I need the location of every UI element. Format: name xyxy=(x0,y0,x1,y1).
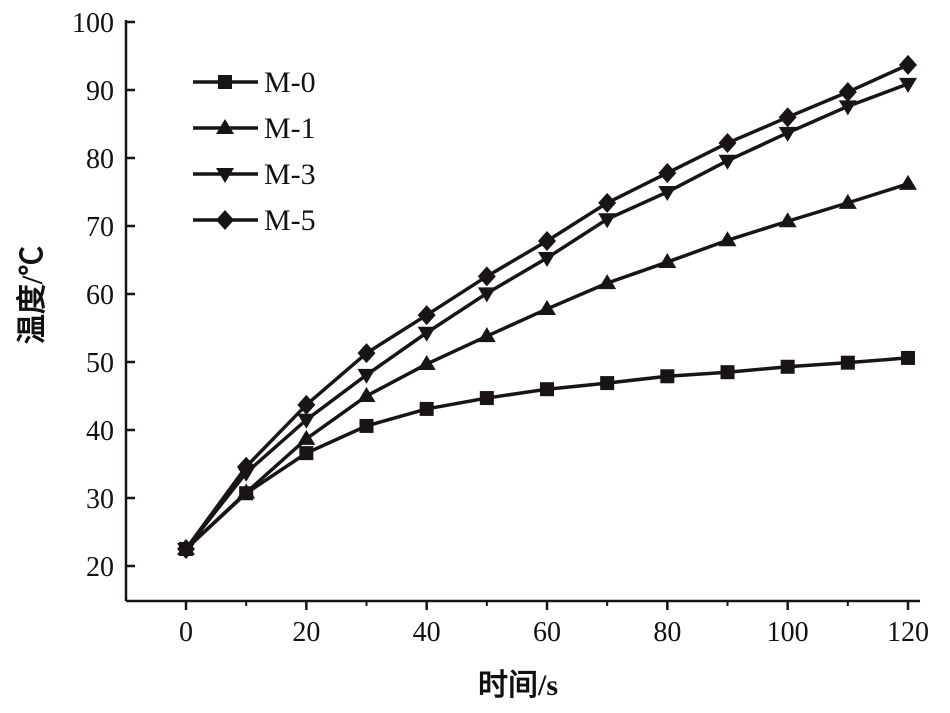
triangle-up-marker xyxy=(899,174,917,190)
triangle-up-marker xyxy=(778,212,797,228)
legend-item: M-5 xyxy=(193,204,316,237)
diamond-marker xyxy=(477,266,496,287)
legend-label: M-5 xyxy=(264,204,316,237)
series-group xyxy=(177,54,917,559)
x-tick-label: 120 xyxy=(887,617,929,648)
triangle-up-marker xyxy=(838,193,857,209)
diamond-marker xyxy=(598,192,617,213)
y-tick-label: 90 xyxy=(86,76,114,107)
legend-item: M-0 xyxy=(193,66,316,99)
series-M-5 xyxy=(177,54,917,559)
triangle-up-marker xyxy=(477,327,496,343)
triangle-down-marker xyxy=(216,168,234,183)
triangle-down-marker xyxy=(598,213,617,229)
triangle-down-marker xyxy=(899,77,917,93)
triangle-up-marker xyxy=(417,355,436,371)
triangle-down-marker xyxy=(297,413,316,429)
square-marker xyxy=(901,350,915,365)
triangle-up-marker xyxy=(538,299,556,315)
diamond-marker xyxy=(357,343,376,364)
y-tick-label: 50 xyxy=(86,348,114,379)
series-M-3 xyxy=(177,77,917,558)
triangle-down-marker xyxy=(357,368,376,384)
diamond-marker xyxy=(417,305,436,326)
square-marker xyxy=(218,75,232,89)
square-marker xyxy=(660,369,675,384)
y-axis-label: 温度/℃ xyxy=(16,246,49,344)
legend-label: M-0 xyxy=(264,66,316,99)
diamond-marker xyxy=(237,456,256,477)
y-tick-label: 30 xyxy=(86,484,114,515)
axes: 0 20 40 60 80 100 120 20 30 40 50 60 70 80 90 100 xyxy=(72,8,929,648)
diamond-marker xyxy=(297,394,316,415)
series-line xyxy=(184,82,909,551)
triangle-up-marker xyxy=(357,387,376,402)
square-marker xyxy=(419,401,434,416)
x-tick-label: 80 xyxy=(653,617,681,648)
x-tick-label: 20 xyxy=(292,617,320,648)
legend-label: M-3 xyxy=(264,158,316,191)
diamond-marker xyxy=(216,210,234,230)
square-marker xyxy=(600,376,615,391)
legend-item: M-1 xyxy=(193,112,316,145)
triangle-up-marker xyxy=(237,483,256,499)
x-tick-label: 100 xyxy=(767,617,809,648)
square-marker xyxy=(479,391,494,406)
y-tick-label: 60 xyxy=(86,280,114,311)
triangle-up-marker xyxy=(718,231,737,247)
y-tick-label: 100 xyxy=(72,8,114,39)
triangle-up-marker xyxy=(598,274,617,290)
triangle-down-marker xyxy=(838,100,857,116)
x-axis-label: 时间/s xyxy=(478,669,558,702)
triangle-down-marker xyxy=(417,326,436,342)
diamond-marker xyxy=(718,133,737,154)
square-marker xyxy=(780,359,795,374)
triangle-down-marker xyxy=(477,287,496,303)
diamond-marker xyxy=(778,107,797,128)
triangle-up-marker xyxy=(297,429,316,445)
triangle-up-marker xyxy=(658,253,677,269)
y-tick-label: 80 xyxy=(86,144,114,175)
x-tick-label: 60 xyxy=(533,617,561,648)
diamond-marker xyxy=(838,82,857,103)
triangle-down-marker xyxy=(658,186,677,201)
x-tick-label: 0 xyxy=(179,617,193,648)
square-marker xyxy=(540,382,554,397)
y-tick-label: 40 xyxy=(86,416,114,447)
square-marker xyxy=(359,418,374,433)
diamond-marker xyxy=(658,162,677,183)
diamond-marker xyxy=(899,54,917,75)
x-tick-label: 40 xyxy=(413,617,441,648)
y-tick-label: 70 xyxy=(86,212,114,243)
y-tick-label: 20 xyxy=(86,552,114,583)
legend-item: M-3 xyxy=(193,158,316,191)
legend-label: M-1 xyxy=(264,112,316,145)
triangle-down-marker xyxy=(778,126,797,142)
legend: M-0 M-1 M-3 M-5 xyxy=(193,66,316,237)
triangle-up-marker xyxy=(216,119,234,134)
triangle-down-marker xyxy=(538,251,556,267)
square-marker xyxy=(840,355,855,370)
diamond-marker xyxy=(177,539,195,559)
square-marker xyxy=(299,446,314,461)
diamond-marker xyxy=(538,230,556,251)
triangle-down-marker xyxy=(718,154,737,170)
square-marker xyxy=(720,365,735,380)
